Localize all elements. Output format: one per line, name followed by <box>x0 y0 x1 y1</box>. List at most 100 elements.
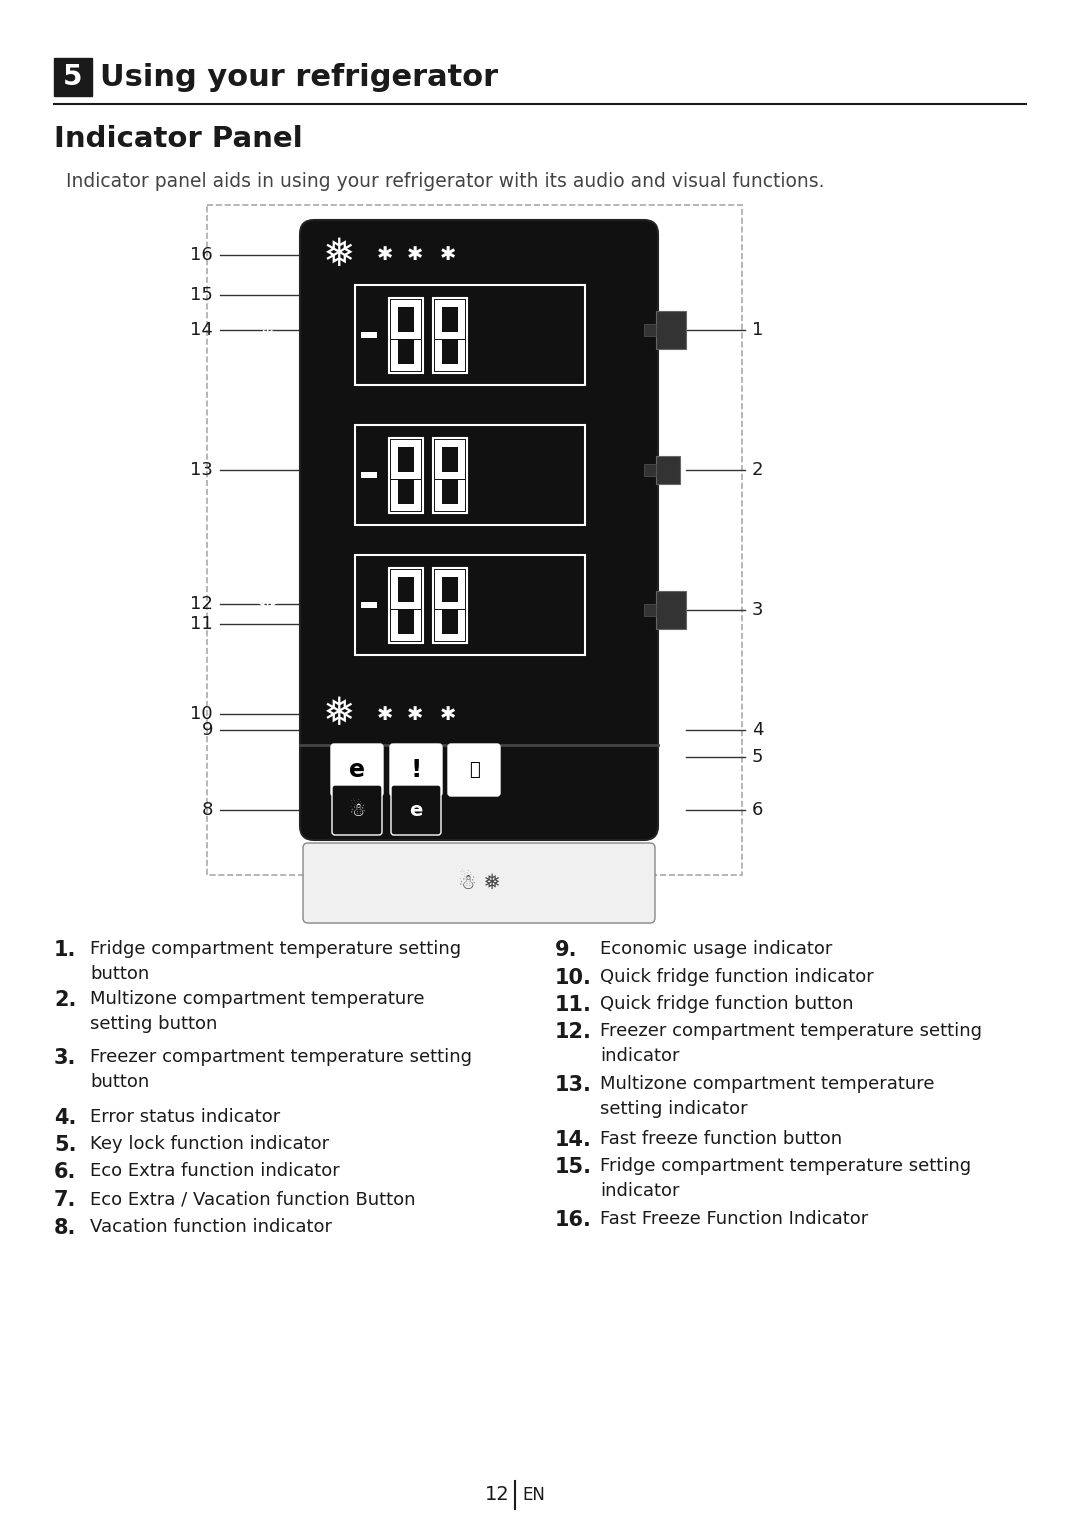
Text: ✱: ✱ <box>377 245 393 265</box>
Bar <box>414 306 421 334</box>
Text: Indicator panel aids in using your refrigerator with its audio and visual functi: Indicator panel aids in using your refri… <box>66 172 824 192</box>
Bar <box>391 634 421 640</box>
Bar <box>391 332 421 339</box>
Text: ☃ ❅: ☃ ❅ <box>458 873 500 893</box>
FancyBboxPatch shape <box>390 745 442 797</box>
Text: Quick fridge function indicator: Quick fridge function indicator <box>600 968 874 987</box>
Bar <box>435 332 465 339</box>
Bar <box>435 340 442 368</box>
Text: 10.: 10. <box>555 968 592 988</box>
Text: ❅: ❅ <box>256 596 280 624</box>
Bar <box>644 604 656 616</box>
Bar <box>414 340 421 368</box>
Text: 9: 9 <box>202 722 213 738</box>
Text: 7: 7 <box>473 899 485 918</box>
Text: Error status indicator: Error status indicator <box>90 1108 280 1126</box>
Bar <box>435 504 465 510</box>
Bar <box>391 472 421 480</box>
Text: EN: EN <box>522 1486 545 1504</box>
Bar <box>644 323 656 336</box>
Text: Eco Extra function indicator: Eco Extra function indicator <box>90 1161 340 1180</box>
Text: 5: 5 <box>752 748 764 766</box>
Text: 16: 16 <box>190 247 213 264</box>
FancyBboxPatch shape <box>391 784 441 835</box>
Bar <box>414 610 421 637</box>
Text: Indicator Panel: Indicator Panel <box>54 126 302 153</box>
Bar <box>435 576 442 605</box>
Text: 10: 10 <box>190 705 213 723</box>
Bar <box>361 472 377 478</box>
Text: Fridge compartment temperature setting
indicator: Fridge compartment temperature setting i… <box>600 1157 971 1200</box>
Text: ❅: ❅ <box>322 236 354 274</box>
Bar <box>414 576 421 605</box>
Text: 5: 5 <box>64 63 83 90</box>
Bar <box>435 440 465 446</box>
Bar <box>435 306 442 334</box>
Bar <box>391 570 421 576</box>
Text: 2.: 2. <box>54 990 77 1010</box>
Text: 13: 13 <box>190 461 213 480</box>
Bar <box>391 602 421 610</box>
Text: 🔒: 🔒 <box>469 761 480 778</box>
Bar <box>355 424 585 525</box>
Text: 1: 1 <box>752 322 764 339</box>
Text: 6: 6 <box>752 801 764 820</box>
Text: 6.: 6. <box>54 1161 77 1183</box>
Text: !: ! <box>410 758 421 781</box>
Bar <box>433 438 467 513</box>
Text: 3.: 3. <box>54 1048 77 1068</box>
Text: Freezer compartment temperature setting
button: Freezer compartment temperature setting … <box>90 1048 472 1091</box>
Bar <box>644 464 656 476</box>
Bar <box>54 58 92 97</box>
Text: ❅: ❅ <box>256 326 280 354</box>
Text: ✱: ✱ <box>407 705 423 723</box>
Bar <box>391 576 399 605</box>
Text: 11: 11 <box>190 614 213 633</box>
Text: 12.: 12. <box>555 1022 592 1042</box>
Text: 8: 8 <box>202 801 213 820</box>
Text: 12: 12 <box>485 1486 510 1504</box>
Text: Quick fridge function button: Quick fridge function button <box>600 994 853 1013</box>
Text: Multizone compartment temperature
setting button: Multizone compartment temperature settin… <box>90 990 424 1033</box>
Bar <box>389 438 423 513</box>
Text: Fridge compartment temperature setting
button: Fridge compartment temperature setting b… <box>90 941 461 984</box>
Text: e: e <box>409 801 422 820</box>
Text: 5.: 5. <box>54 1135 77 1155</box>
Text: 12: 12 <box>190 594 213 613</box>
Text: 15.: 15. <box>555 1157 592 1177</box>
Text: 8.: 8. <box>54 1218 77 1238</box>
Bar <box>433 297 467 372</box>
Bar <box>435 602 465 610</box>
Text: Fast freeze function button: Fast freeze function button <box>600 1131 842 1147</box>
Text: 7.: 7. <box>54 1190 77 1210</box>
Text: 2: 2 <box>752 461 764 480</box>
FancyBboxPatch shape <box>330 745 383 797</box>
Text: ❅: ❅ <box>322 696 354 732</box>
Bar <box>414 480 421 509</box>
Text: 4.: 4. <box>54 1108 77 1128</box>
Bar <box>391 363 421 371</box>
Bar <box>435 480 442 509</box>
Text: 11.: 11. <box>555 994 592 1016</box>
Bar <box>458 610 465 637</box>
FancyBboxPatch shape <box>332 784 382 835</box>
Text: Multizone compartment temperature
setting indicator: Multizone compartment temperature settin… <box>600 1075 934 1118</box>
Bar <box>355 555 585 656</box>
Bar <box>207 205 742 875</box>
Bar <box>391 299 421 306</box>
Bar <box>361 332 377 339</box>
Text: 3: 3 <box>752 601 764 619</box>
Text: 9.: 9. <box>555 941 578 961</box>
Text: 4: 4 <box>752 722 764 738</box>
Text: ✱: ✱ <box>440 705 456 723</box>
Bar <box>458 480 465 509</box>
Text: e: e <box>349 758 365 781</box>
Bar <box>355 285 585 385</box>
Bar <box>433 567 467 642</box>
Bar <box>435 472 465 480</box>
Text: 1.: 1. <box>54 941 77 961</box>
Bar <box>435 610 442 637</box>
Text: 14.: 14. <box>555 1131 592 1151</box>
Bar <box>656 311 686 349</box>
Bar <box>458 446 465 475</box>
